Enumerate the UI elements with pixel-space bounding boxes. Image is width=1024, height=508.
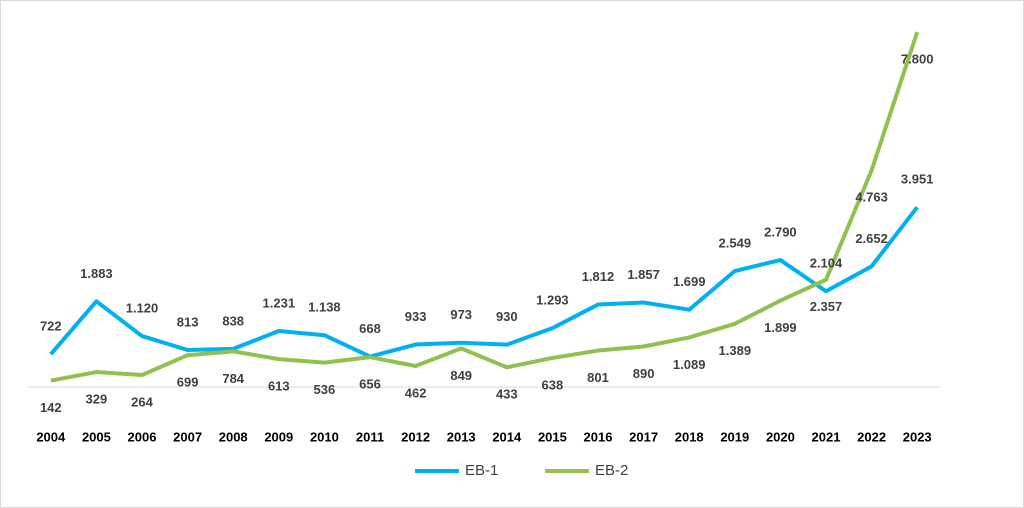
- data-label: 1.293: [536, 293, 569, 308]
- data-label: 2.652: [855, 231, 888, 246]
- data-label: 933: [405, 309, 427, 324]
- data-label: 2.790: [764, 224, 797, 239]
- x-tick-label: 2019: [720, 429, 749, 444]
- data-label: 722: [40, 319, 62, 334]
- legend-label: EB-2: [595, 462, 628, 479]
- x-tick-label: 2015: [538, 429, 567, 444]
- x-tick-label: 2014: [492, 429, 522, 444]
- data-label: 699: [177, 375, 199, 390]
- data-label: 433: [496, 387, 518, 402]
- x-tick-label: 2023: [903, 429, 932, 444]
- x-tick-label: 2016: [584, 429, 613, 444]
- x-tick-label: 2010: [310, 429, 339, 444]
- data-label: 329: [86, 391, 108, 406]
- x-tick-label: 2022: [857, 429, 886, 444]
- data-label: 3.951: [901, 172, 934, 187]
- x-tick-label: 2017: [629, 429, 658, 444]
- data-label: 784: [222, 371, 244, 386]
- x-tick-label: 2004: [36, 429, 66, 444]
- data-label: 2.357: [810, 299, 843, 314]
- data-label: 536: [314, 382, 336, 397]
- legend-label: EB-1: [465, 462, 498, 479]
- data-label: 1.138: [308, 300, 341, 315]
- x-tick-label: 2013: [447, 429, 476, 444]
- data-label: 1.812: [582, 269, 615, 284]
- data-label: 1.231: [263, 295, 296, 310]
- data-label: 849: [450, 368, 472, 383]
- x-tick-label: 2007: [173, 429, 202, 444]
- data-label: 890: [633, 366, 655, 381]
- data-label: 462: [405, 385, 427, 400]
- data-label: 264: [131, 394, 153, 409]
- data-label: 1.089: [673, 357, 706, 372]
- data-label: 801: [587, 370, 609, 385]
- series-line: [50, 31, 920, 383]
- data-label: 813: [177, 314, 199, 329]
- data-label: 1.120: [126, 300, 159, 315]
- x-tick-label: 2008: [219, 429, 248, 444]
- x-tick-label: 2020: [766, 429, 795, 444]
- data-label: 930: [496, 309, 518, 324]
- x-tick-label: 2021: [812, 429, 841, 444]
- data-label: 2.104: [810, 256, 843, 271]
- x-tick-label: 2006: [128, 429, 157, 444]
- data-label: 656: [359, 377, 381, 392]
- data-label: 4.763: [855, 190, 888, 205]
- data-label: 1.883: [80, 266, 113, 281]
- data-label: 2.549: [719, 235, 752, 250]
- data-label: 142: [40, 400, 62, 415]
- x-tick-label: 2012: [401, 429, 430, 444]
- x-tick-label: 2005: [82, 429, 111, 444]
- data-label: 7.800: [901, 52, 934, 67]
- data-label: 1.857: [627, 267, 660, 282]
- data-label: 613: [268, 379, 290, 394]
- data-label: 638: [542, 377, 564, 392]
- x-tick-label: 2018: [675, 429, 704, 444]
- data-label: 1.899: [764, 320, 797, 335]
- data-label: 973: [450, 307, 472, 322]
- series-line: [49, 206, 919, 359]
- x-tick-label: 2009: [264, 429, 293, 444]
- data-label: 668: [359, 321, 381, 336]
- data-label: 838: [222, 313, 244, 328]
- data-label: 1.389: [719, 343, 752, 358]
- x-tick-label: 2011: [356, 429, 384, 444]
- data-label: 1.699: [673, 274, 706, 289]
